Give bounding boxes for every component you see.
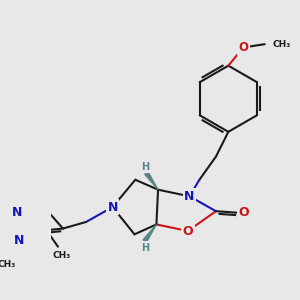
Text: H: H (141, 243, 149, 253)
Polygon shape (145, 172, 158, 190)
Text: N: N (184, 190, 195, 203)
Text: N: N (107, 200, 118, 214)
Text: CH₃: CH₃ (52, 250, 70, 260)
Text: CH₃: CH₃ (273, 40, 291, 49)
Text: CH₃: CH₃ (0, 260, 16, 269)
Text: H: H (141, 161, 149, 172)
Text: N: N (14, 234, 24, 247)
Text: N: N (12, 206, 23, 218)
Text: O: O (182, 224, 193, 238)
Polygon shape (143, 224, 156, 242)
Text: O: O (238, 41, 248, 54)
Text: O: O (239, 206, 249, 219)
